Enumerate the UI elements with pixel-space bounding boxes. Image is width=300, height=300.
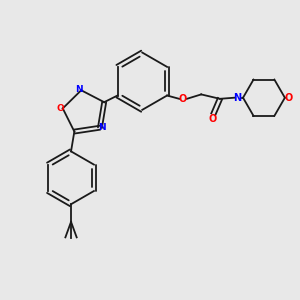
Text: N: N: [233, 93, 242, 103]
Text: O: O: [284, 93, 292, 103]
Text: O: O: [57, 104, 64, 113]
Text: N: N: [98, 123, 106, 132]
Text: N: N: [75, 85, 83, 94]
Text: O: O: [208, 114, 216, 124]
Text: O: O: [178, 94, 187, 104]
